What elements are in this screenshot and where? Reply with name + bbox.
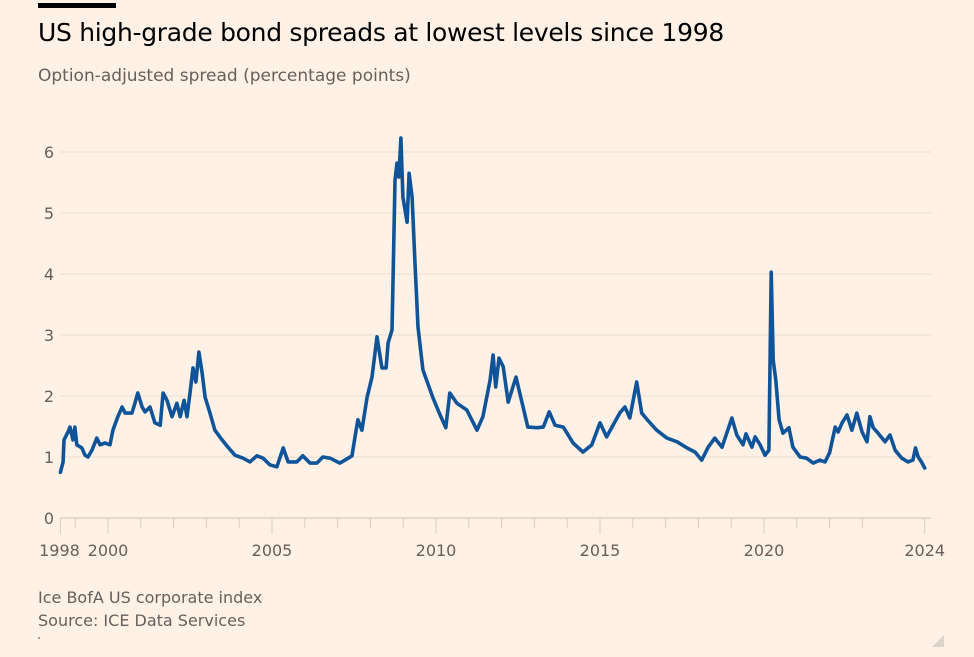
y-tick-label: 0 <box>44 509 54 528</box>
x-tick-label: 1998 <box>39 541 80 560</box>
y-axis-labels: 0 1 2 3 4 5 6 <box>44 143 54 528</box>
y-tick-label: 1 <box>44 448 54 467</box>
decorative-dot <box>38 637 40 639</box>
line-chart: 0 1 2 3 4 5 6 1998 2000 2005 2010 2015 2020 2024 <box>39 136 945 560</box>
footnote-index: Ice BofA US corporate index <box>38 588 263 607</box>
resize-handle-icon[interactable] <box>932 635 944 647</box>
chart-title: US high-grade bond spreads at lowest lev… <box>38 18 724 47</box>
y-tick-label: 5 <box>44 204 54 223</box>
x-tick-label: 2024 <box>904 541 945 560</box>
y-tick-label: 3 <box>44 326 54 345</box>
x-tick-label: 2005 <box>252 541 293 560</box>
x-tick-label: 2015 <box>580 541 621 560</box>
series-layer <box>58 136 927 475</box>
series-line-0 <box>58 136 927 475</box>
x-tick-label: 2010 <box>416 541 457 560</box>
y-tick-label: 4 <box>44 265 54 284</box>
chart-subtitle: Option-adjusted spread (percentage point… <box>38 66 411 86</box>
footnote-source: Source: ICE Data Services <box>38 611 246 630</box>
x-tick-label: 2020 <box>744 541 785 560</box>
x-axis: 1998 2000 2005 2010 2015 2020 2024 <box>39 517 945 560</box>
x-tick-label: 2000 <box>88 541 129 560</box>
brand-bar <box>38 3 116 8</box>
y-tick-label: 2 <box>44 387 54 406</box>
y-tick-label: 6 <box>44 143 54 162</box>
gridlines <box>60 151 931 458</box>
